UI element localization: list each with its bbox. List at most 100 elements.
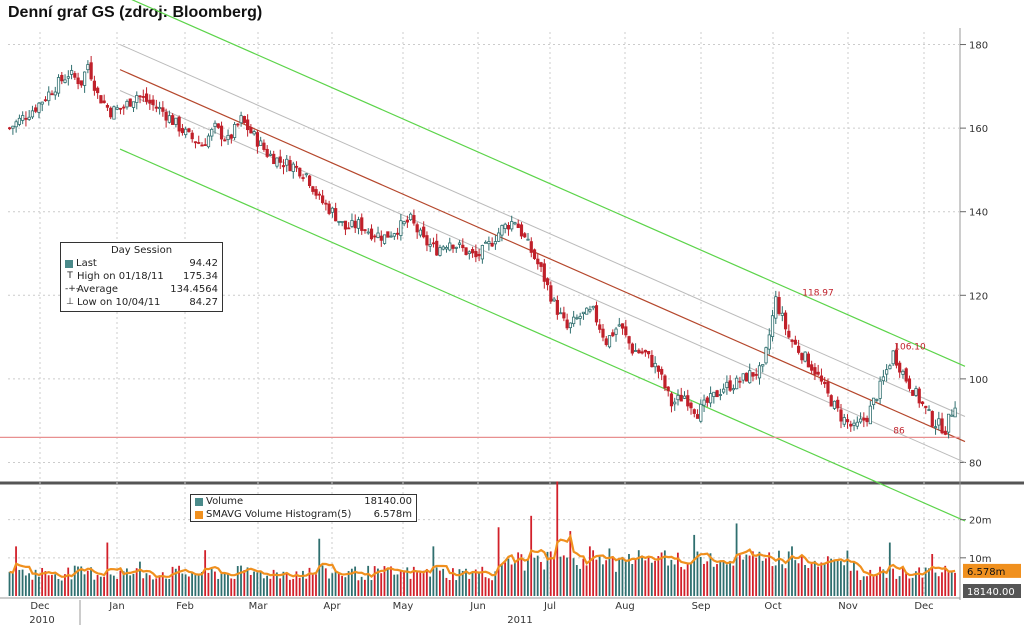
- volume-bar: [944, 565, 947, 596]
- candle-body: [30, 110, 35, 118]
- volume-bar: [315, 574, 317, 596]
- candle-body: [526, 238, 530, 241]
- candle-body: [663, 375, 667, 389]
- volume-bar: [941, 572, 943, 596]
- candle-body: [924, 405, 928, 408]
- volume-bar: [908, 578, 911, 596]
- candle-body: [545, 278, 550, 286]
- volume-bar: [950, 572, 953, 596]
- candle-body: [409, 213, 413, 221]
- candle-body: [219, 125, 224, 140]
- candle-body: [321, 195, 325, 204]
- volume-bar: [445, 577, 448, 596]
- volume-bar: [751, 551, 754, 596]
- volume-bar: [673, 564, 676, 596]
- volume-bar: [588, 546, 591, 596]
- volume-bar: [383, 566, 386, 596]
- volume-bar: [86, 570, 89, 596]
- candle-body: [484, 241, 488, 244]
- candle-body: [611, 332, 615, 337]
- volume-bar: [641, 555, 643, 596]
- volume-bar: [771, 566, 774, 596]
- candle-body: [555, 299, 559, 315]
- candle-body: [265, 148, 269, 157]
- volume-bar: [536, 555, 539, 596]
- candle-body: [604, 338, 608, 345]
- volume-bar: [663, 550, 666, 596]
- volume-bar: [227, 573, 229, 596]
- volume-bar: [575, 565, 578, 596]
- volume-bar: [135, 568, 138, 596]
- volume-bar: [703, 563, 705, 596]
- volume-bar: [787, 551, 790, 596]
- volume-bar: [478, 573, 480, 596]
- candle-body: [102, 100, 106, 103]
- volume-bar: [51, 575, 53, 596]
- low-marker-icon: ⊥: [66, 297, 74, 307]
- volume-bar: [367, 565, 370, 596]
- candle-body: [634, 350, 638, 352]
- volume-bar: [168, 578, 171, 596]
- volume-bar: [282, 571, 285, 596]
- candle-body: [523, 233, 527, 238]
- volume-bar: [474, 569, 477, 596]
- volume-bar: [546, 551, 549, 596]
- candle-body: [898, 362, 902, 373]
- candle-body: [216, 123, 220, 128]
- candle-body: [272, 153, 276, 165]
- candle-body: [40, 101, 44, 105]
- legend-label: SMAVG Volume Histogram(5): [206, 509, 352, 520]
- candle-body: [392, 233, 396, 237]
- candle-body: [158, 107, 162, 110]
- volume-bar: [240, 565, 242, 596]
- candle-body: [34, 107, 38, 112]
- candle-body: [184, 128, 188, 136]
- candle-body: [92, 80, 96, 91]
- volume-bar: [233, 578, 236, 596]
- volume-bar: [869, 569, 872, 596]
- volume-bar: [34, 569, 37, 596]
- candle-body: [826, 381, 830, 394]
- candle-body: [708, 393, 713, 404]
- volume-bar: [817, 566, 819, 596]
- candle-body: [477, 253, 481, 257]
- candle-body: [470, 249, 475, 254]
- volume-bar: [390, 566, 392, 596]
- candle-body: [317, 193, 321, 196]
- volume-bar: [487, 578, 490, 596]
- candle-body: [187, 128, 191, 132]
- volume-bar: [882, 569, 885, 596]
- candle-body: [366, 231, 370, 234]
- volume-bar: [794, 560, 797, 596]
- candle-body: [823, 381, 827, 385]
- candle-body: [562, 312, 566, 319]
- candle-body: [418, 229, 423, 236]
- candle-body: [660, 368, 664, 375]
- candle-body: [14, 121, 18, 128]
- candle-body: [920, 401, 925, 405]
- volume-bar: [738, 555, 741, 596]
- candle-body: [881, 376, 885, 382]
- volume-bar: [432, 546, 435, 596]
- volume-bar: [507, 558, 510, 596]
- candle-body: [627, 336, 631, 344]
- candle-body: [539, 262, 543, 267]
- candle-body: [797, 345, 801, 353]
- year-label: 2010: [29, 615, 54, 626]
- volume-bar: [425, 568, 428, 596]
- candle-body: [24, 117, 28, 120]
- volume-bar: [54, 574, 57, 596]
- candle-body: [780, 312, 784, 316]
- volume-bar: [142, 578, 145, 596]
- volume-bar: [628, 554, 630, 596]
- candle-body: [141, 96, 145, 98]
- volume-bar: [435, 567, 438, 596]
- candle-body: [131, 101, 136, 108]
- candle-body: [666, 386, 670, 392]
- volume-bar: [28, 573, 30, 596]
- candle-body: [601, 328, 605, 338]
- volume-bar: [543, 569, 546, 596]
- volume-bar: [559, 556, 562, 596]
- candle-body: [816, 371, 820, 375]
- volume-bar: [455, 580, 458, 596]
